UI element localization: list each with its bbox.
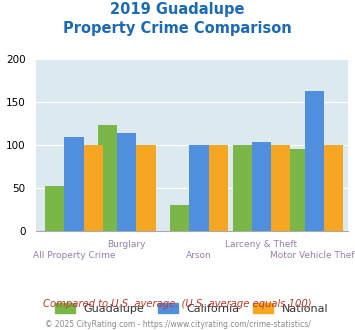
Bar	[98, 125, 117, 231]
Text: Burglary: Burglary	[108, 241, 146, 249]
Bar	[271, 145, 290, 231]
Bar	[189, 145, 208, 231]
Text: Larceny & Theft: Larceny & Theft	[225, 241, 297, 249]
Bar	[252, 142, 271, 231]
Bar	[324, 145, 343, 231]
Legend: Guadalupe, California, National: Guadalupe, California, National	[50, 298, 333, 318]
Bar	[170, 205, 189, 231]
Bar	[64, 137, 83, 231]
Text: 2019 Guadalupe: 2019 Guadalupe	[110, 2, 245, 16]
Bar	[117, 133, 136, 231]
Bar	[45, 186, 64, 231]
Bar	[208, 145, 228, 231]
Text: Property Crime Comparison: Property Crime Comparison	[63, 21, 292, 36]
Text: © 2025 CityRating.com - https://www.cityrating.com/crime-statistics/: © 2025 CityRating.com - https://www.city…	[45, 320, 310, 329]
Bar	[233, 145, 252, 231]
Text: Arson: Arson	[186, 251, 212, 260]
Bar	[305, 91, 324, 231]
Text: All Property Crime: All Property Crime	[33, 251, 115, 260]
Text: Motor Vehicle Theft: Motor Vehicle Theft	[270, 251, 355, 260]
Bar	[83, 145, 103, 231]
Bar	[285, 148, 305, 231]
Text: Compared to U.S. average. (U.S. average equals 100): Compared to U.S. average. (U.S. average …	[43, 299, 312, 309]
Bar	[136, 145, 155, 231]
